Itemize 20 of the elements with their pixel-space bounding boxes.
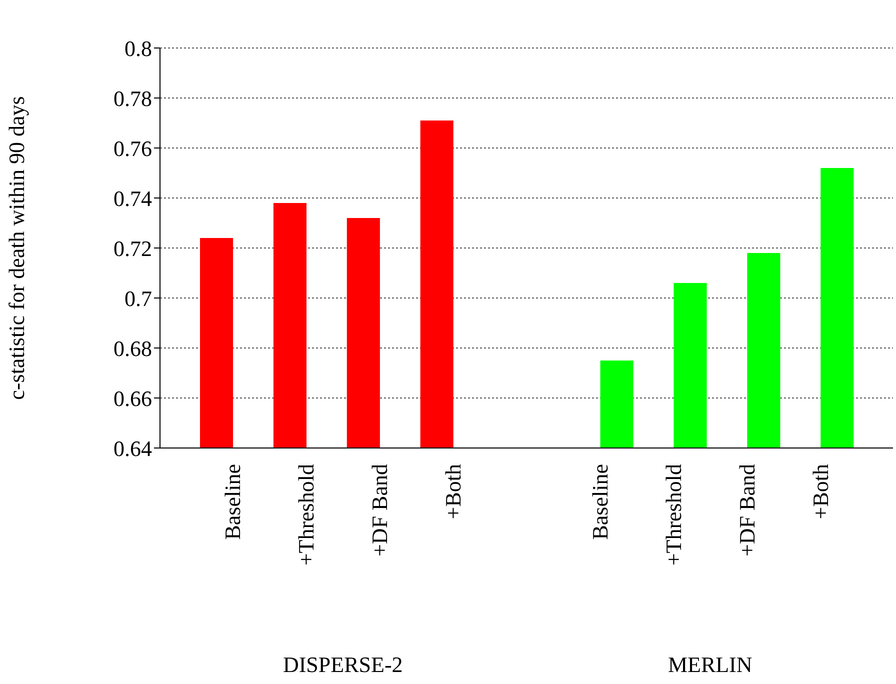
y-tick-label: 0.68: [114, 336, 152, 361]
y-tick-label: 0.64: [114, 436, 152, 461]
y-tick-label: 0.74: [114, 186, 152, 211]
x-tick-label: +Threshold: [294, 464, 319, 566]
text: MERLIN: [666, 652, 754, 678]
text: DISPERSE-2: [282, 652, 404, 678]
y-axis-title: c-statistic for death within 90 days: [4, 96, 29, 400]
x-tick-label: Baseline: [220, 464, 246, 540]
y-tick-label: 0.72: [114, 236, 152, 261]
y-tick-label: 0.7: [124, 286, 152, 311]
y-tick-label: 0.78: [114, 86, 152, 111]
x-tick-label: +Threshold: [660, 464, 686, 566]
x-tick-label: Baseline: [587, 464, 612, 540]
y-tick-label: 0.76: [114, 136, 152, 161]
x-tick-label: +Both: [440, 464, 466, 520]
y-tick-label: 0.66: [114, 386, 152, 411]
x-tick-label: +Both: [808, 464, 833, 520]
y-tick-label: 0.8: [124, 36, 152, 61]
x-tick-label: +DF Band: [367, 464, 392, 556]
x-tick-label: +DF Band: [734, 464, 760, 556]
